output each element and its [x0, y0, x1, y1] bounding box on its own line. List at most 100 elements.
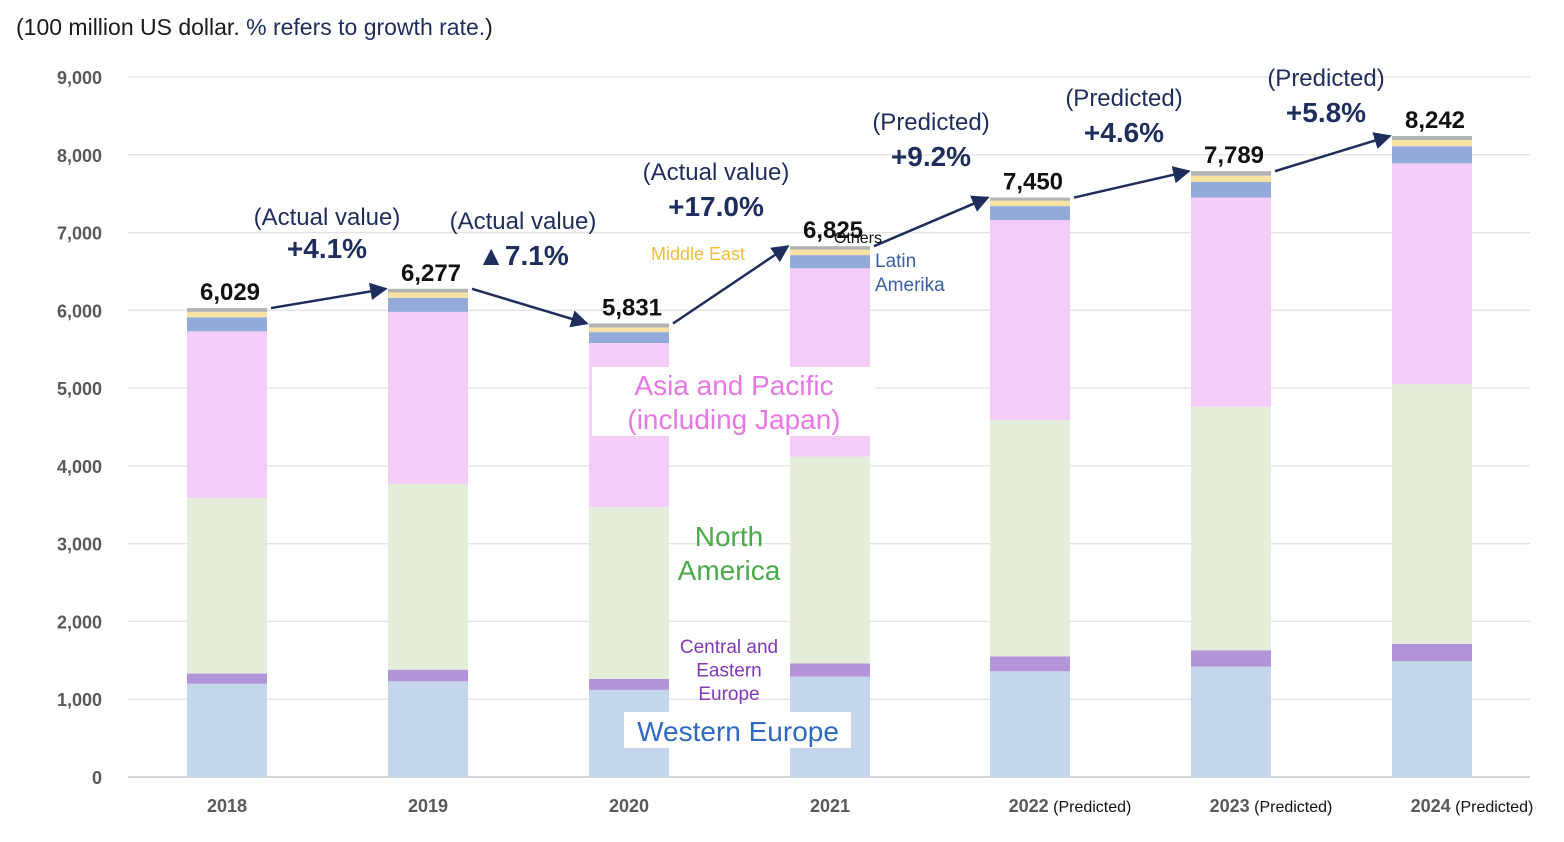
bar-segment-north-america [589, 507, 669, 679]
bar-segment-latin-america [388, 297, 468, 312]
total-label: 5,831 [602, 294, 662, 321]
x-tick-label: 2021 [810, 796, 850, 816]
bar-segment-others [1191, 171, 1271, 176]
unit-note: (100 million US dollar. % refers to grow… [16, 14, 493, 41]
label-north-america: America [678, 555, 781, 586]
bar-segment-others [589, 323, 669, 328]
total-label: 8,242 [1405, 107, 1465, 134]
growth-annotations: (Actual value)+4.1%(Actual value)▲7.1%(A… [254, 65, 1385, 271]
bar-stack [1191, 171, 1271, 777]
total-label: 7,789 [1204, 142, 1264, 169]
label-north-america: North [695, 521, 763, 552]
bar-segment-middle-east [1191, 175, 1271, 182]
bar-segment-north-america [388, 483, 468, 670]
y-tick-label: 0 [92, 768, 102, 788]
y-axis-ticks: 0 1,000 2,000 3,000 4,000 5,000 6,000 7,000 8,00… [57, 68, 102, 788]
y-tick-label: 1,000 [57, 690, 102, 710]
label-central-eastern-europe: Europe [698, 684, 759, 705]
bar-segment-middle-east [790, 249, 870, 256]
bar-segment-latin-america [1191, 182, 1271, 198]
label-middle-east: Middle East [651, 244, 745, 264]
x-tick-label: 2019 [408, 796, 448, 816]
unit-note-text: (100 million US dollar. [16, 14, 247, 40]
bar-stack [790, 246, 870, 777]
bar-stack [388, 288, 468, 777]
bar-segment-asia-pacific [388, 311, 468, 484]
growth-rate: ▲7.1% [477, 240, 569, 271]
growth-status: (Predicted) [872, 109, 989, 136]
label-others: Others [834, 230, 882, 247]
growth-status: (Actual value) [450, 208, 597, 235]
bar-segment-western-europe [1191, 666, 1271, 777]
bar-segment-central-eastern-europe [187, 673, 267, 684]
bar-segment-central-eastern-europe [589, 679, 669, 690]
bar-segment-latin-america [990, 206, 1070, 221]
label-box-asia-pacific [592, 367, 875, 436]
total-label: 6,277 [401, 260, 461, 287]
bar-segment-north-america [1191, 406, 1271, 651]
bar-stack [1392, 135, 1472, 777]
growth-rate: +5.8% [1286, 97, 1366, 128]
bar-segment-latin-america [589, 332, 669, 343]
bar-segment-central-eastern-europe [1392, 644, 1472, 662]
bar-segment-asia-pacific [187, 331, 267, 498]
bar-segment-asia-pacific [1392, 163, 1472, 385]
bars [187, 135, 1472, 777]
label-asia-pacific: (including Japan) [627, 404, 840, 435]
y-tick-label: 4,000 [57, 457, 102, 477]
y-tick-label: 2,000 [57, 612, 102, 632]
x-axis-ticks: 2018 2019 2020 2021 2022 (Predicted) 2023 (Pr… [207, 796, 1533, 816]
label-latin-america: Amerika [875, 275, 945, 296]
bar-segment-western-europe [388, 681, 468, 777]
x-tick-label: 2020 [609, 796, 649, 816]
growth-rate: +4.6% [1084, 117, 1164, 148]
unit-note-growth-text: % refers to growth rate. [246, 14, 486, 40]
growth-rate: +17.0% [668, 191, 764, 222]
growth-status: (Predicted) [1065, 85, 1182, 112]
bar-segment-central-eastern-europe [990, 656, 1070, 672]
growth-arrow [1274, 132, 1392, 173]
bar-segment-north-america [790, 456, 870, 664]
bar-segment-asia-pacific [1191, 197, 1271, 407]
growth-arrows [270, 132, 1392, 328]
bar-segment-central-eastern-europe [388, 669, 468, 682]
bar-segment-latin-america [1392, 146, 1472, 164]
bar-segment-asia-pacific [990, 220, 1070, 420]
bar-segment-middle-east [589, 327, 669, 333]
bar-segment-north-america [187, 497, 267, 674]
bar-stack [990, 197, 1070, 777]
x-tick-label: 2024 (Predicted) [1411, 796, 1534, 816]
bar-segment-others [187, 308, 267, 312]
bar-segment-latin-america [187, 317, 267, 332]
y-tick-label: 6,000 [57, 301, 102, 321]
x-tick-label: 2018 [207, 796, 247, 816]
label-western-europe: Western Europe [637, 716, 839, 747]
x-tick-label: 2023 (Predicted) [1210, 796, 1333, 816]
y-tick-label: 8,000 [57, 146, 102, 166]
label-asia-pacific: Asia and Pacific [634, 370, 833, 401]
total-label: 6,029 [200, 279, 260, 306]
label-central-eastern-europe: Central and [680, 637, 778, 658]
y-tick-label: 9,000 [57, 68, 102, 88]
bar-stack [187, 308, 267, 777]
bar-segment-others [1392, 135, 1472, 140]
growth-arrow [270, 282, 388, 310]
bar-segment-middle-east [990, 200, 1070, 207]
bar-segment-others [388, 288, 468, 293]
label-box-western-europe [624, 712, 851, 748]
bar-segment-western-europe [990, 671, 1070, 777]
bar-segment-central-eastern-europe [1191, 650, 1271, 667]
bar-segment-central-eastern-europe [790, 663, 870, 677]
growth-rate: +4.1% [287, 233, 367, 264]
bar-segment-latin-america [790, 255, 870, 269]
total-label: 6,825 [803, 217, 863, 244]
growth-arrow [672, 245, 790, 325]
bar-segment-north-america [990, 420, 1070, 657]
label-latin-america: Latin [875, 251, 916, 272]
total-labels: 6,029 6,277 5,831 6,825 7,450 7,789 8,242 [200, 107, 1465, 322]
label-central-eastern-europe: Eastern [696, 661, 761, 682]
growth-arrow [471, 287, 589, 328]
growth-status: (Actual value) [254, 204, 401, 231]
